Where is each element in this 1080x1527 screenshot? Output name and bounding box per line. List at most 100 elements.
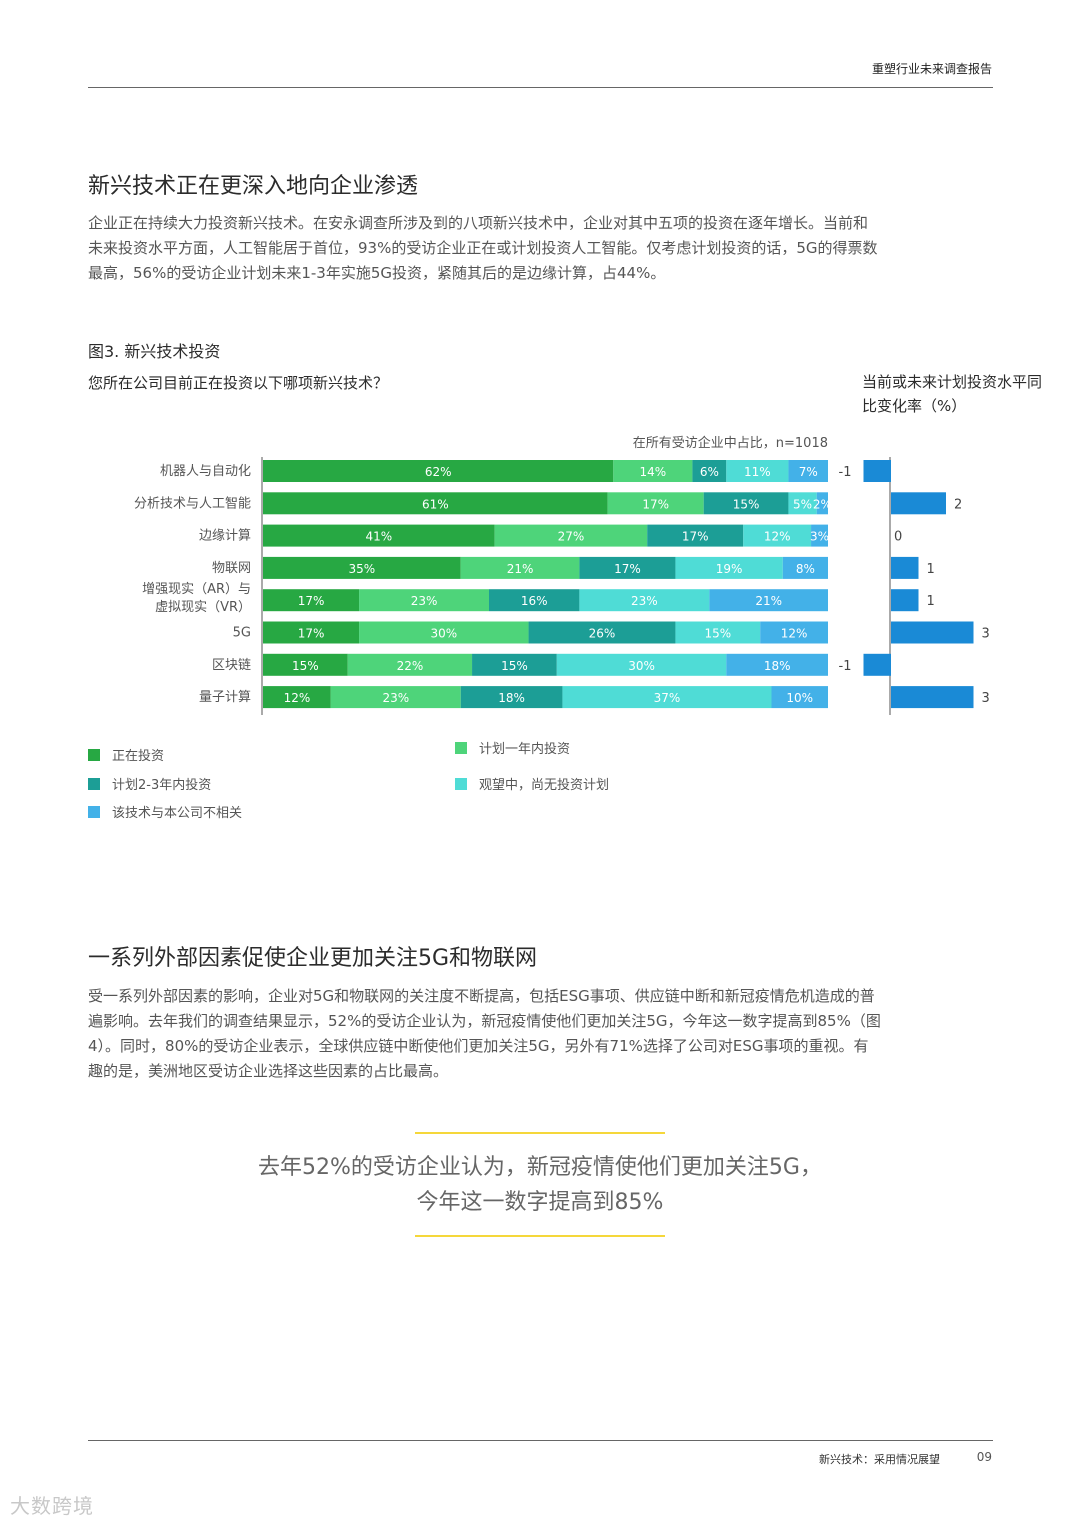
category-label: 物联网 [212,561,251,576]
bar-segment [330,686,461,709]
bar-segment [726,653,828,676]
bar-value-label: 17% [298,594,325,608]
bar-value-label: 12% [284,691,311,705]
bar-value-label: 23% [382,691,409,705]
bar-value-label: 3% [810,530,829,544]
bar-segment [347,653,473,676]
bar-segment [556,653,727,676]
category-label: 边缘计算 [199,529,251,544]
legend-swatch [455,777,467,790]
legend-swatch [88,805,100,818]
category-label: 增强现实（AR）与 [142,582,251,597]
bar-value-label: 15% [501,659,528,673]
bar-value-label: 17% [614,562,641,576]
legend-label: 该技术与本公司不相关 [112,806,243,821]
footer-rule [88,1440,993,1441]
legend-item-investing: 正在投资 [88,745,164,764]
bar-segment [472,653,557,676]
section2-line-4: 趣的是，美洲地区受访企业选择这些因素的占比最高。 [88,1062,449,1080]
bar-segment [788,460,828,482]
bar-value-label: 61% [422,497,449,511]
bar-value-label: 12% [764,530,791,544]
bar-segment [263,589,360,612]
bar-value-label: 30% [430,627,457,641]
change-value-label: 2 [954,497,962,512]
bar-segment [263,653,348,676]
bar-value-label: 11% [744,465,771,479]
bar-segment [811,524,828,547]
section2-heading: 一系列外部因素促使企业更加关注5G和物联网 [88,946,538,971]
pull-quote-line-2: 今年这一数字提高到85% [416,1190,664,1215]
change-bar [891,492,946,515]
change-value-label: 1 [927,594,935,609]
change-value-label: 3 [982,691,990,706]
bar-segment [675,556,783,579]
bar-segment [263,492,608,515]
bar-segment [771,686,828,709]
section2-line-1: 受一系列外部因素的影响，企业对5G和物联网的关注度不断提高，包括ESG事项、供应… [88,987,875,1005]
investment-chart: 在所有受访企业中占比，n=1018 机器人与自动化 62% 14% 6% 11% 7% 分析… [134,435,990,715]
quote-top-rule [415,1132,665,1134]
change-bar [891,621,974,644]
bar-segment [494,524,648,547]
stacked-bars: 机器人与自动化 62% 14% 6% 11% 7% 分析技术与人工智能 61% 17% 15% 5%… [134,460,832,709]
legend-item-plan-2-3yr: 计划2-3年内投资 [88,774,211,793]
change-bar [891,589,919,612]
bar-segment [489,589,580,612]
bar-segment [460,556,580,579]
bar-value-label: 7% [799,465,818,479]
section2-paragraph: 受一系列外部因素的影响，企业对5G和物联网的关注度不断提高，包括ESG事项、供应… [88,984,993,1084]
section1-line-2: 未来投资水平方面，人工智能居于首位，93%的受访企业正在或计划投资人工智能。仅考… [88,239,878,257]
bar-segment [263,524,495,547]
legend-label: 观望中，尚无投资计划 [479,778,610,793]
bar-segment [675,621,761,644]
bar-segment [562,686,772,709]
bar-value-label: 18% [498,691,525,705]
bar-segment [607,492,704,515]
bar-segment [788,492,817,515]
bar-value-label: 18% [764,659,791,673]
bar-segment [528,621,676,644]
bar-value-label: 5% [793,497,812,511]
bar-segment [760,621,828,644]
report-header-title: 重塑行业未来调查报告 [871,62,992,76]
bar-value-label: 17% [642,497,669,511]
category-label: 量子计算 [199,690,251,705]
bar-segment [726,460,789,482]
bar-value-label: 12% [781,627,808,641]
change-value-label: -1 [839,659,852,674]
bar-segment [263,621,360,644]
bar-value-label: 15% [292,659,319,673]
quote-bottom-rule [415,1235,665,1237]
bar-value-label: 41% [365,530,392,544]
bar-value-label: 2% [813,497,832,511]
bar-value-label: 6% [700,465,719,479]
bar-value-label: 14% [640,465,667,479]
change-bar [891,686,974,709]
bar-segment [579,556,676,579]
figure-question: 您所在公司目前正在投资以下哪项新兴技术？ [88,374,389,392]
change-bars: -1 2 0 1 1 3 -1 3 [839,460,990,709]
bar-segment [263,460,614,482]
section2-line-3: 4）。同时，80%的受访企业表示，全球供应链中断使他们更加关注5G，另外有71%… [88,1037,869,1055]
category-label: 区块链 [212,658,251,673]
legend-item-watching: 观望中，尚无投资计划 [455,774,609,793]
yoy-change-header: 当前或未来计划投资水平同比变化率（%） [862,373,1043,415]
legend-label: 计划2-3年内投资 [112,778,212,793]
bar-value-label: 17% [682,530,709,544]
bar-value-label: 21% [755,594,782,608]
legend-swatch [455,741,467,754]
category-label: 虚拟现实（VR） [155,600,251,615]
bar-value-label: 62% [425,465,452,479]
bar-value-label: 27% [558,530,585,544]
change-bar [863,653,891,676]
category-label: 5G [233,626,251,641]
legend-item-not-relevant: 该技术与本公司不相关 [88,802,242,821]
bar-segment [782,556,828,579]
change-value-label: -1 [839,465,852,480]
bar-value-label: 17% [298,627,325,641]
bar-value-label: 23% [631,594,658,608]
bar-value-label: 23% [411,594,438,608]
bar-value-label: 35% [349,562,376,576]
watermark-logo: 大数跨境 [10,1494,94,1518]
